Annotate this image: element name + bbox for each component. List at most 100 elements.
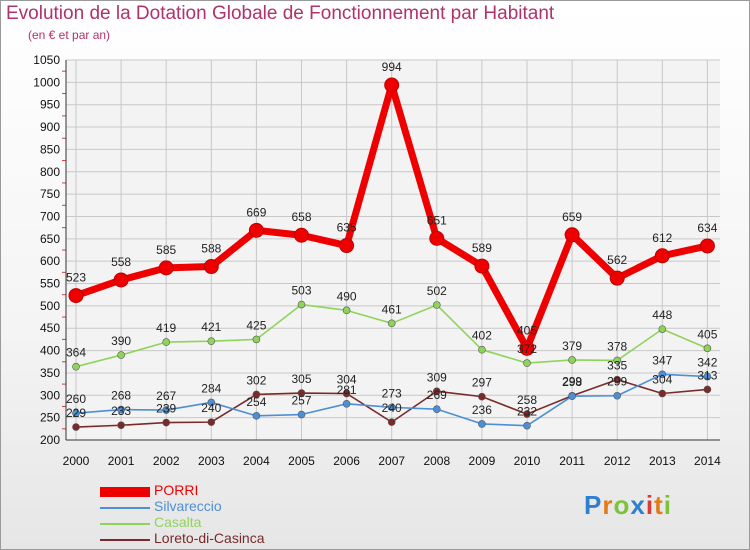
data-label-casalta: 425 — [246, 318, 266, 332]
data-label-casalta: 490 — [337, 289, 357, 303]
data-label-silvareccio: 267 — [156, 389, 176, 403]
data-point-porri — [519, 340, 535, 356]
data-label-casalta: 390 — [111, 334, 131, 348]
data-point-loreto-di-casinca — [478, 392, 486, 401]
data-label-loreto-di-casinca: 304 — [337, 373, 357, 387]
data-point-silvareccio — [387, 403, 396, 412]
data-label-porri: 635 — [337, 221, 357, 235]
data-label-casalta: 502 — [427, 284, 447, 298]
y-tick-label: 350 — [40, 366, 60, 380]
data-point-porri — [248, 222, 264, 238]
legend-swatch — [100, 507, 150, 509]
data-label-loreto-di-casinca: 302 — [246, 373, 266, 387]
data-point-silvareccio — [252, 412, 261, 420]
y-tick-label: 800 — [40, 165, 60, 179]
data-point-loreto-di-casinca — [432, 387, 441, 396]
data-label-porri: 658 — [291, 210, 311, 224]
plot-area — [66, 60, 720, 440]
data-label-casalta: 421 — [201, 320, 221, 334]
x-tick-label: 2002 — [153, 454, 180, 468]
data-point-porri — [474, 258, 490, 274]
data-point-loreto-di-casinca — [703, 385, 712, 394]
data-label-loreto-di-casinca: 239 — [156, 402, 176, 416]
data-label-casalta: 448 — [652, 308, 672, 322]
x-tick-label: 2013 — [649, 454, 676, 468]
data-label-silvareccio: 273 — [382, 386, 402, 400]
logo-letter: r — [602, 490, 614, 520]
data-label-casalta: 405 — [697, 327, 717, 341]
data-point-loreto-di-casinca — [658, 389, 667, 398]
data-label-silvareccio: 347 — [652, 353, 672, 367]
data-point-porri — [113, 272, 129, 288]
data-point-silvareccio — [207, 398, 216, 407]
data-point-loreto-di-casinca — [523, 410, 531, 418]
data-point-loreto-di-casinca — [72, 423, 80, 431]
data-label-silvareccio: 236 — [472, 403, 492, 417]
data-label-loreto-di-casinca: 240 — [201, 401, 221, 415]
data-label-loreto-di-casinca: 304 — [652, 373, 672, 387]
data-label-silvareccio: 232 — [517, 405, 537, 419]
data-point-silvareccio — [117, 405, 125, 414]
data-point-loreto-di-casinca — [613, 375, 622, 384]
y-tick-label: 550 — [40, 277, 60, 291]
x-tick-label: 2007 — [378, 454, 405, 468]
data-label-silvareccio: 269 — [427, 388, 447, 402]
data-label-silvareccio: 298 — [562, 375, 582, 389]
data-point-silvareccio — [658, 370, 667, 379]
data-label-casalta: 402 — [472, 329, 492, 343]
logo-letter: P — [584, 490, 603, 520]
data-label-loreto-di-casinca: 229 — [66, 406, 86, 420]
data-label-silvareccio: 268 — [111, 389, 131, 403]
data-label-porri: 585 — [156, 243, 176, 257]
y-tick-label: 400 — [40, 344, 60, 358]
data-point-casalta — [658, 325, 667, 333]
y-tick-label: 900 — [40, 120, 60, 134]
data-label-porri: 612 — [652, 231, 672, 245]
data-point-porri — [654, 248, 670, 264]
data-point-casalta — [342, 306, 351, 315]
data-label-loreto-di-casinca: 297 — [472, 376, 492, 390]
data-label-casalta: 379 — [562, 339, 582, 353]
legend-swatch — [100, 487, 150, 497]
logo-letter: i — [663, 490, 672, 520]
data-point-loreto-di-casinca — [207, 418, 216, 426]
data-label-porri: 634 — [697, 221, 717, 235]
data-point-casalta — [432, 301, 441, 309]
data-label-silvareccio: 260 — [66, 392, 86, 406]
x-tick-label: 2009 — [469, 454, 496, 468]
data-label-loreto-di-casinca: 233 — [111, 404, 131, 418]
x-tick-label: 2004 — [243, 454, 270, 468]
legend-label: Casalta — [154, 514, 202, 530]
data-point-porri — [203, 259, 219, 275]
data-point-silvareccio — [613, 391, 622, 400]
x-tick-label: 2011 — [559, 454, 585, 468]
y-tick-label: 250 — [40, 411, 60, 425]
data-label-casalta: 378 — [607, 339, 627, 353]
x-tick-label: 2001 — [108, 454, 135, 468]
data-point-porri — [564, 227, 580, 243]
data-label-porri: 405 — [517, 323, 537, 337]
legend-label: Loreto-di-Casinca — [154, 530, 265, 546]
data-point-casalta — [478, 345, 486, 354]
logo-letter: t — [654, 490, 664, 520]
legend-label: PORRI — [154, 482, 199, 498]
legend-label: Silvareccio — [154, 498, 222, 514]
data-point-casalta — [252, 335, 261, 344]
data-point-silvareccio — [703, 372, 712, 381]
x-tick-label: 2000 — [63, 454, 90, 468]
proxiti-logo: Proxiti — [584, 490, 672, 521]
data-label-porri: 589 — [472, 241, 492, 255]
y-tick-label: 650 — [40, 232, 60, 246]
y-tick-label: 700 — [40, 209, 60, 223]
data-point-loreto-di-casinca — [387, 418, 396, 426]
data-point-casalta — [387, 319, 396, 328]
x-tick-label: 2012 — [604, 454, 631, 468]
chart-title: Evolution de la Dotation Globale de Fonc… — [6, 3, 555, 24]
data-label-porri: 588 — [201, 242, 221, 256]
data-label-silvareccio: 257 — [291, 394, 311, 408]
data-label-casalta: 372 — [517, 342, 537, 356]
y-tick-label: 850 — [40, 142, 60, 156]
data-label-casalta: 419 — [156, 321, 176, 335]
data-label-porri: 669 — [246, 205, 266, 219]
data-point-porri — [339, 238, 355, 254]
